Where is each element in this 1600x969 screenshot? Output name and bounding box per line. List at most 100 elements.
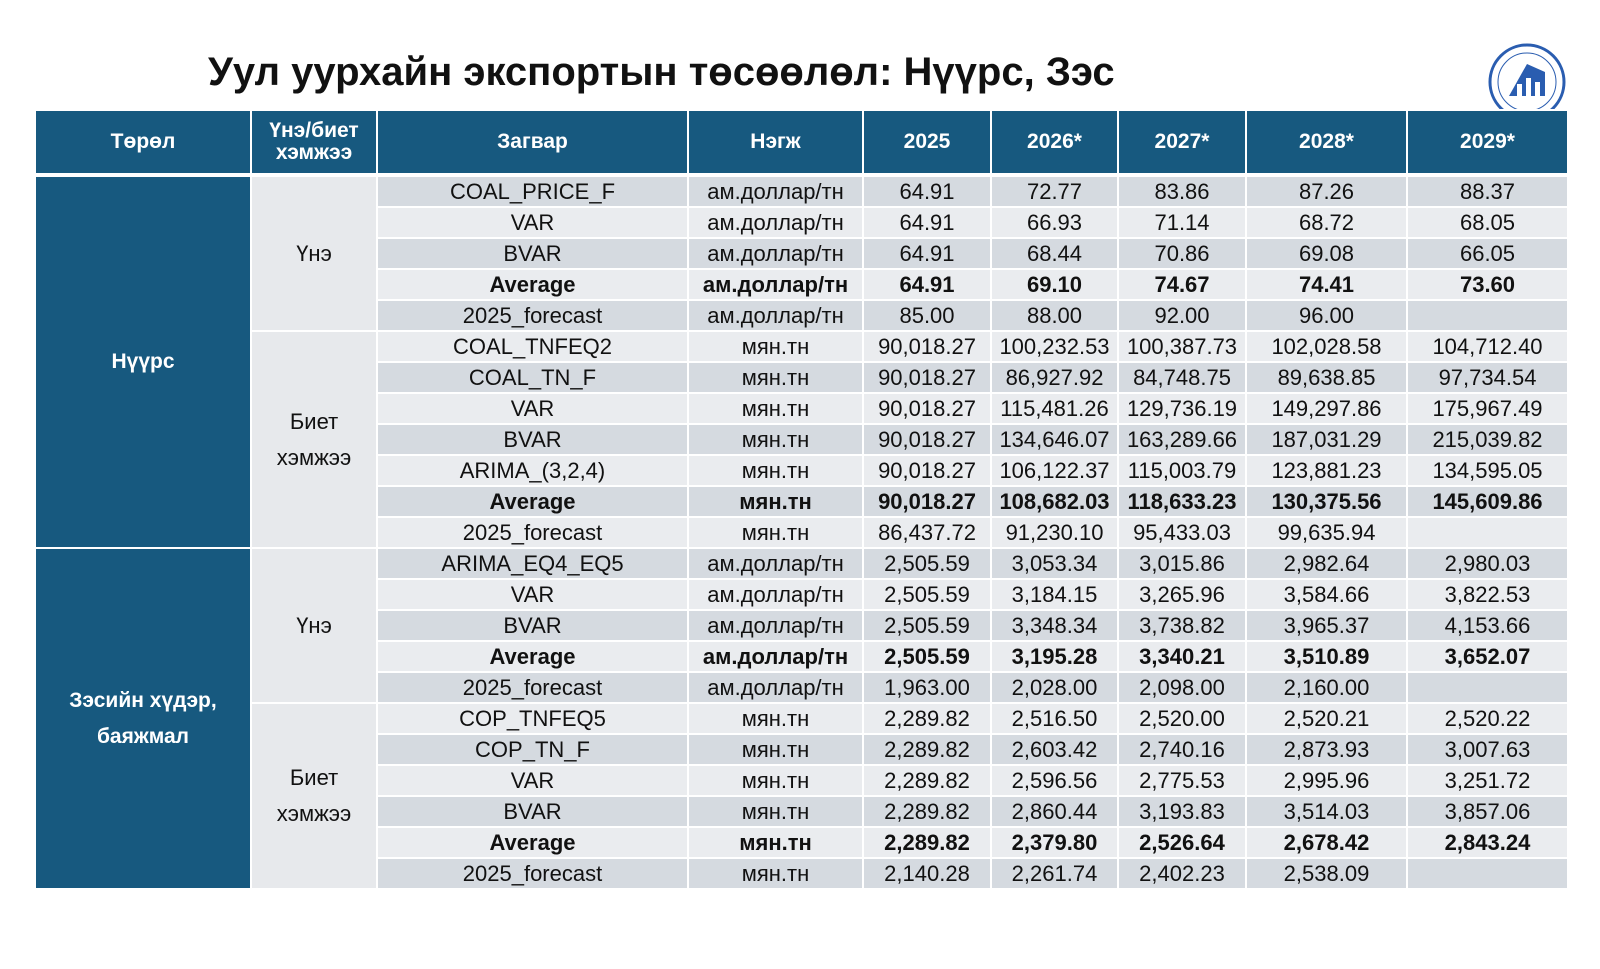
value-cell: 86,927.92 — [990, 361, 1119, 394]
table-row: COAL_TN_F мян.тн 90,018.27 86,927.92 84,748.… — [35, 361, 1569, 394]
logo-bar — [1526, 78, 1531, 96]
value-cell: 90,018.27 — [862, 330, 992, 363]
value-cell: 2,098.00 — [1117, 671, 1247, 704]
title: Уул уурхайн экспортын төсөөлөл: Нүүрс, З… — [208, 50, 1115, 94]
unit-cell: мян.тн — [687, 454, 864, 487]
value-cell: 2,873.93 — [1245, 733, 1408, 766]
value-cell: 115,481.26 — [990, 392, 1119, 425]
value-cell: 2,596.56 — [990, 764, 1119, 797]
model-cell: BVAR — [376, 423, 689, 456]
value-cell: 88.00 — [990, 299, 1119, 332]
value-cell: 74.41 — [1245, 268, 1408, 301]
value-cell: 2,520.21 — [1245, 702, 1408, 735]
value-cell: 2,505.59 — [862, 640, 992, 673]
table-row: VAR ам.доллар/тн 2,505.59 3,184.15 3,265.96 3… — [35, 578, 1569, 611]
group-cell: Нүүрс — [34, 173, 252, 549]
value-cell: 71.14 — [1117, 206, 1247, 239]
value-cell: 83.86 — [1117, 173, 1247, 208]
value-cell: 3,822.53 — [1406, 578, 1569, 611]
value-cell: 69.10 — [990, 268, 1119, 301]
value-cell: 2,740.16 — [1117, 733, 1247, 766]
value-cell: 66.93 — [990, 206, 1119, 239]
unit-cell: мян.тн — [687, 764, 864, 797]
value-cell: 2,140.28 — [862, 857, 992, 890]
value-cell: 123,881.23 — [1245, 454, 1408, 487]
value-cell: 3,015.86 — [1117, 547, 1247, 580]
value-cell: 145,609.86 — [1406, 485, 1569, 518]
value-cell: 4,153.66 — [1406, 609, 1569, 642]
value-cell: 175,967.49 — [1406, 392, 1569, 425]
value-cell: 215,039.82 — [1406, 423, 1569, 456]
model-cell: 2025_forecast — [376, 857, 689, 890]
value-cell: 2,526.64 — [1117, 826, 1247, 859]
table-row: BVAR ам.доллар/тн 64.91 68.44 70.86 69.08 66.0… — [35, 237, 1569, 270]
model-cell: BVAR — [376, 795, 689, 828]
value-cell: 2,160.00 — [1245, 671, 1408, 704]
model-cell: VAR — [376, 392, 689, 425]
value-cell: 2,982.64 — [1245, 547, 1408, 580]
subgroup-cell: Биет хэмжээ — [250, 702, 378, 890]
table-row: Average ам.доллар/тн 2,505.59 3,195.28 3,340… — [35, 640, 1569, 673]
value-cell: 2,520.22 — [1406, 702, 1569, 735]
column-header: Төрөл — [34, 109, 252, 176]
table-row: 2025_forecast ам.доллар/тн 85.00 88.00 92.00… — [35, 299, 1569, 332]
empty-cell — [1406, 516, 1569, 549]
value-cell: 118,633.23 — [1117, 485, 1247, 518]
table-row: Average мян.тн 90,018.27 108,682.03 118,633.… — [35, 485, 1569, 518]
value-cell: 90,018.27 — [862, 423, 992, 456]
logo — [1488, 43, 1566, 121]
value-cell: 134,595.05 — [1406, 454, 1569, 487]
model-cell: ARIMA_(3,2,4) — [376, 454, 689, 487]
table-row: BVAR ам.доллар/тн 2,505.59 3,348.34 3,738.82… — [35, 609, 1569, 642]
value-cell: 2,289.82 — [862, 764, 992, 797]
value-cell: 3,007.63 — [1406, 733, 1569, 766]
logo-bar — [1535, 82, 1540, 96]
value-cell: 130,375.56 — [1245, 485, 1408, 518]
unit-cell: мян.тн — [687, 516, 864, 549]
value-cell: 2,289.82 — [862, 795, 992, 828]
unit-cell: ам.доллар/тн — [687, 268, 864, 301]
model-cell: 2025_forecast — [376, 671, 689, 704]
value-cell: 3,184.15 — [990, 578, 1119, 611]
value-cell: 3,251.72 — [1406, 764, 1569, 797]
value-cell: 3,738.82 — [1117, 609, 1247, 642]
value-cell: 64.91 — [862, 206, 992, 239]
value-cell: 2,538.09 — [1245, 857, 1408, 890]
value-cell: 68.72 — [1245, 206, 1408, 239]
value-cell: 2,379.80 — [990, 826, 1119, 859]
table-row: ARIMA_(3,2,4) мян.тн 90,018.27 106,122.37 11… — [35, 454, 1569, 487]
forecast-table: Төрөл Үнэ/биет хэмжээ Загвар Нэгж 2025 2026* 2… — [34, 109, 1569, 890]
model-cell: BVAR — [376, 237, 689, 270]
value-cell: 85.00 — [862, 299, 992, 332]
unit-cell: ам.доллар/тн — [687, 640, 864, 673]
value-cell: 3,195.28 — [990, 640, 1119, 673]
value-cell: 97,734.54 — [1406, 361, 1569, 394]
value-cell: 90,018.27 — [862, 454, 992, 487]
empty-cell — [1406, 857, 1569, 890]
value-cell: 96.00 — [1245, 299, 1408, 332]
column-header: Үнэ/биет хэмжээ — [250, 109, 378, 176]
value-cell: 2,980.03 — [1406, 547, 1569, 580]
unit-cell: ам.доллар/тн — [687, 206, 864, 239]
value-cell: 2,402.23 — [1117, 857, 1247, 890]
value-cell: 134,646.07 — [990, 423, 1119, 456]
column-header: 2027* — [1117, 109, 1247, 176]
value-cell: 3,652.07 — [1406, 640, 1569, 673]
column-header: Нэгж — [687, 109, 864, 176]
unit-cell: ам.доллар/тн — [687, 578, 864, 611]
value-cell: 102,028.58 — [1245, 330, 1408, 363]
unit-cell: мян.тн — [687, 733, 864, 766]
value-cell: 108,682.03 — [990, 485, 1119, 518]
model-cell: ARIMA_EQ4_EQ5 — [376, 547, 689, 580]
model-cell: BVAR — [376, 609, 689, 642]
value-cell: 3,510.89 — [1245, 640, 1408, 673]
unit-cell: мян.тн — [687, 485, 864, 518]
table-row: Зэсийн хүдэр, баяжмал Үнэ ARIMA_EQ4_EQ5 ам.… — [34, 547, 1569, 890]
value-cell: 2,289.82 — [862, 733, 992, 766]
value-cell: 2,995.96 — [1245, 764, 1408, 797]
table-row: Average ам.доллар/тн 64.91 69.10 74.67 74.41 7… — [35, 268, 1569, 301]
unit-cell: мян.тн — [687, 857, 864, 890]
value-cell: 129,736.19 — [1117, 392, 1247, 425]
model-cell: Average — [376, 640, 689, 673]
